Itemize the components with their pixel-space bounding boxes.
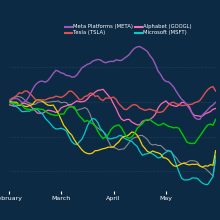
Legend: Meta Platforms (META), Tesla (TSLA), Alphabet (GOOGL), Microsoft (MSFT): Meta Platforms (META), Tesla (TSLA), Alp… [66, 24, 192, 35]
